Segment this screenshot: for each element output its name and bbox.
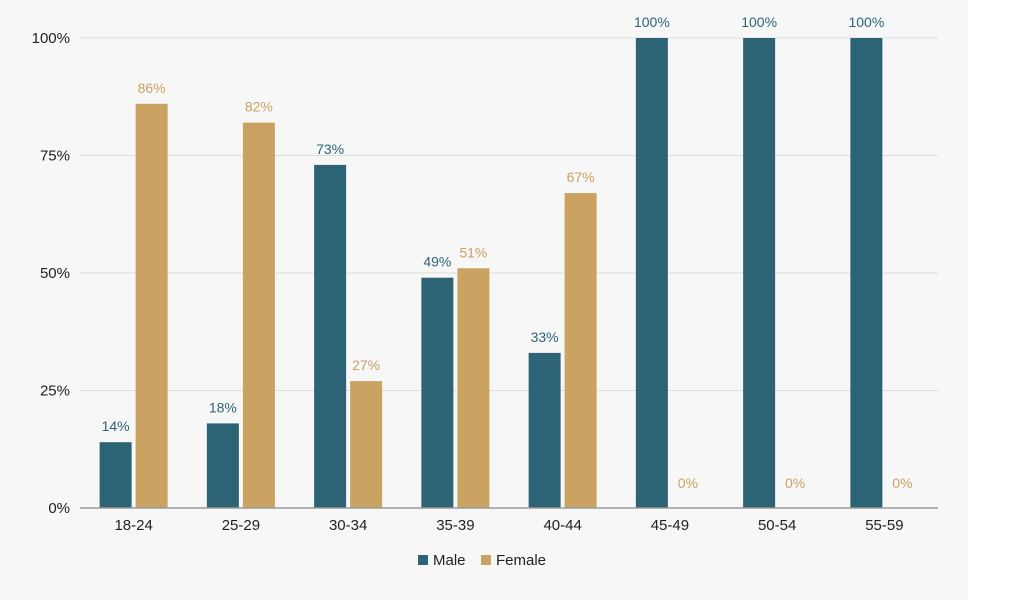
bar-female-40-44	[564, 193, 597, 508]
y-tick-label: 0%	[48, 500, 70, 517]
bar-male-25-29	[206, 423, 239, 508]
gridlines	[80, 37, 938, 391]
y-tick-label: 75%	[40, 148, 70, 165]
data-label-female-35-39: 51%	[459, 244, 487, 260]
bar-female-25-29	[242, 122, 275, 508]
legend-swatch-male	[418, 555, 428, 565]
y-axis: 0% 25% 50% 75% 100%	[32, 30, 70, 517]
legend-label-female: Female	[496, 552, 546, 569]
bar-male-35-39	[421, 277, 454, 508]
bars	[99, 38, 883, 509]
data-label-female-50-54: 0%	[785, 475, 805, 491]
bar-female-35-39	[457, 268, 490, 508]
bar-male-50-54	[743, 38, 776, 508]
x-tick-label: 50-54	[758, 517, 796, 534]
bar-male-40-44	[528, 352, 561, 508]
data-label-male-50-54: 100%	[741, 14, 777, 30]
data-label-female-55-59: 0%	[892, 475, 912, 491]
data-label-male-45-49: 100%	[634, 14, 670, 30]
data-label-female-30-34: 27%	[352, 357, 380, 373]
x-axis: 18-24 25-29 30-34 35-39 40-44 45-49 50-54 55-59	[80, 507, 938, 534]
x-tick-label: 30-34	[329, 517, 367, 534]
data-label-male-30-34: 73%	[316, 141, 344, 157]
bar-chart: 0% 25% 50% 75% 100% 14% 86% 18% 82% 73% 27% 49% 51%…	[32, 14, 938, 569]
bar-male-18-24	[99, 442, 132, 508]
x-tick-label: 25-29	[222, 517, 260, 534]
data-label-female-40-44: 67%	[567, 169, 595, 185]
legend: Male Female	[418, 552, 546, 569]
bar-female-30-34	[350, 381, 383, 508]
x-tick-label: 18-24	[114, 517, 152, 534]
bar-male-45-49	[635, 38, 668, 508]
bar-female-18-24	[135, 103, 168, 509]
y-tick-label: 100%	[32, 30, 70, 47]
data-label-male-25-29: 18%	[209, 399, 237, 415]
x-tick-label: 35-39	[436, 517, 474, 534]
data-label-male-35-39: 49%	[423, 254, 451, 270]
bar-male-30-34	[314, 164, 347, 508]
legend-swatch-female	[481, 555, 491, 565]
y-tick-label: 25%	[40, 383, 70, 400]
x-tick-label: 55-59	[865, 517, 903, 534]
x-tick-label: 45-49	[651, 517, 689, 534]
x-tick-label: 40-44	[543, 517, 581, 534]
bar-male-55-59	[850, 38, 883, 508]
data-label-male-18-24: 14%	[102, 418, 130, 434]
data-label-female-45-49: 0%	[678, 475, 698, 491]
data-label-male-40-44: 33%	[531, 329, 559, 345]
data-label-female-25-29: 82%	[245, 99, 273, 115]
y-tick-label: 50%	[40, 265, 70, 282]
data-label-female-18-24: 86%	[138, 80, 166, 96]
data-labels: 14% 86% 18% 82% 73% 27% 49% 51% 33% 67% 100% 0% 100%…	[102, 14, 913, 491]
data-label-male-55-59: 100%	[848, 14, 884, 30]
legend-label-male: Male	[433, 552, 466, 569]
